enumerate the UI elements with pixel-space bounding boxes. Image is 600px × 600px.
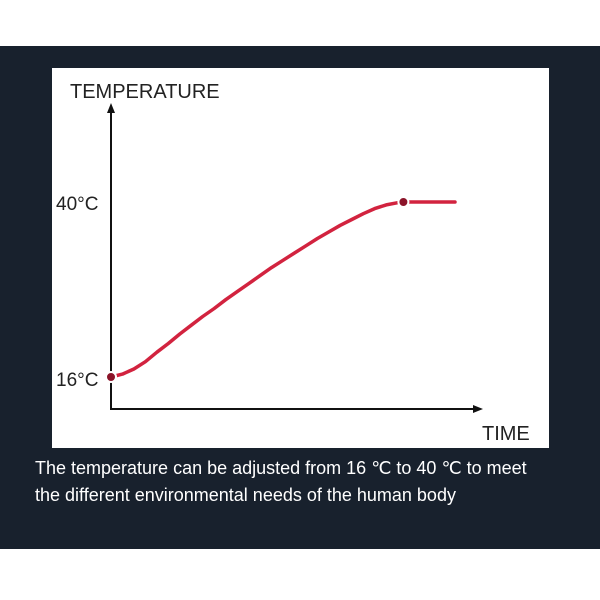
x-axis-label: TIME: [482, 423, 530, 445]
temperature-line: [109, 200, 457, 379]
x-axis-arrow: [473, 405, 483, 413]
series-layer: [105, 196, 457, 383]
caption: The temperature can be adjusted from 16 …: [35, 455, 580, 509]
temperature-chart: TEMPERATURE TIME 40°C 16°C: [56, 81, 530, 445]
y-axis-label: TEMPERATURE: [70, 81, 220, 103]
data-point-marker-1: [105, 371, 117, 383]
chart-card: TEMPERATURE TIME 40°C 16°C: [52, 68, 549, 448]
y-tick-label-16: 16°C: [56, 370, 98, 391]
y-tick-label-40: 40°C: [56, 194, 98, 215]
data-point-marker-2: [397, 196, 410, 208]
caption-line-2: the different environmental needs of the…: [35, 485, 456, 505]
y-axis-arrow: [107, 103, 115, 113]
caption-line-1: The temperature can be adjusted from 16 …: [35, 458, 527, 478]
